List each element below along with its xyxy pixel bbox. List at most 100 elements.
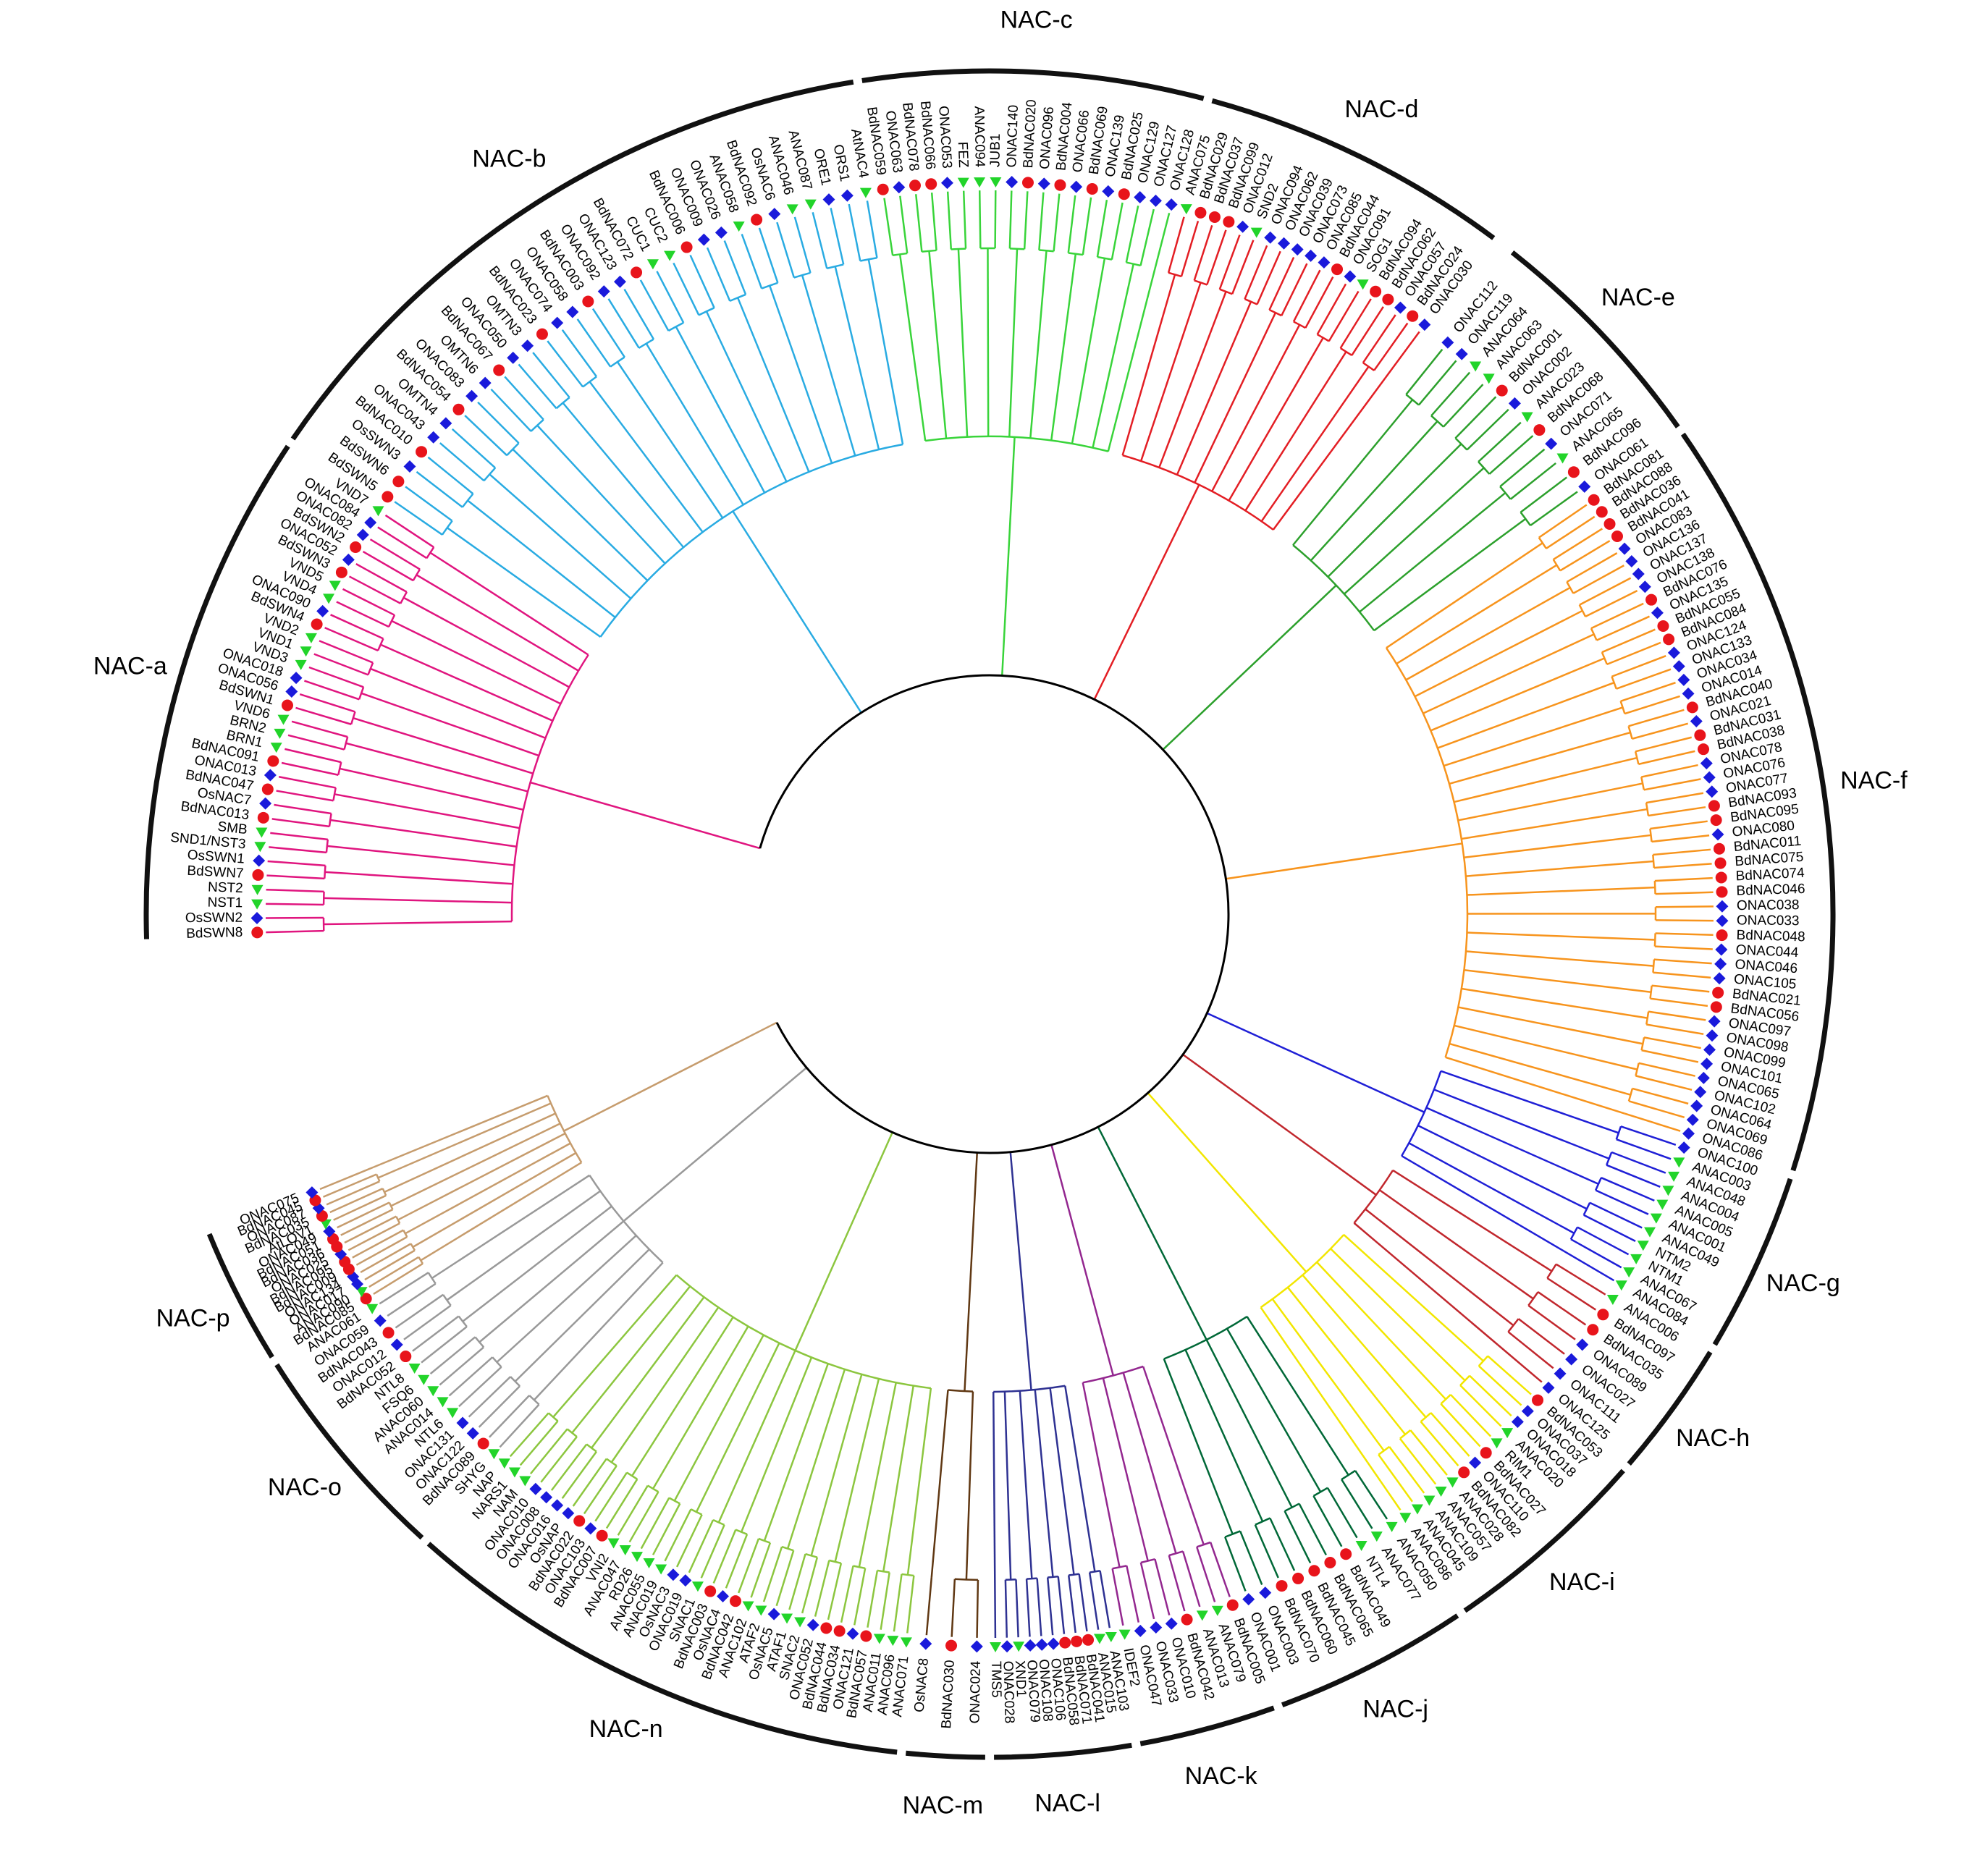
branch xyxy=(1552,528,1603,561)
marker-diamond xyxy=(1576,1338,1589,1351)
branch xyxy=(1196,1541,1211,1548)
branch xyxy=(1461,808,1648,840)
branch xyxy=(848,203,861,261)
branch xyxy=(266,929,324,934)
clade-arc xyxy=(1510,250,1680,428)
branch xyxy=(775,1550,795,1607)
branch xyxy=(1507,1318,1520,1332)
branch xyxy=(1616,1138,1672,1160)
leaf-label: ONAC140 xyxy=(1004,105,1021,168)
marker-circle xyxy=(360,1293,372,1305)
branch xyxy=(1269,1517,1296,1571)
clade-label: NAC-b xyxy=(472,145,546,172)
branch xyxy=(1015,1579,1019,1638)
branch xyxy=(555,397,570,410)
clade: ANAC050ANAC077NTL4BdNAC049BdNAC065BdNAC0… xyxy=(1097,1126,1459,1723)
branch xyxy=(827,1563,843,1621)
branch xyxy=(1003,1391,1012,1580)
marker-diamond xyxy=(1344,270,1357,283)
branch xyxy=(1601,628,1656,654)
branch xyxy=(1343,1234,1484,1362)
branch xyxy=(840,1566,854,1623)
branch xyxy=(1231,240,1255,295)
branch xyxy=(1093,484,1200,700)
branch xyxy=(1281,263,1308,316)
branch xyxy=(1078,1573,1088,1632)
branch xyxy=(1527,1304,1576,1340)
branch xyxy=(1572,565,1624,594)
marker-triangle xyxy=(1501,1428,1514,1439)
branch xyxy=(1049,1387,1075,1575)
branch xyxy=(1310,421,1438,562)
clade-arc xyxy=(206,1233,274,1359)
branch xyxy=(295,706,352,725)
leaf-label: ANAC094 xyxy=(972,106,987,167)
marker-diamond xyxy=(667,1568,680,1581)
marker-triangle xyxy=(1650,1213,1662,1224)
marker-diamond xyxy=(1716,900,1729,913)
branch xyxy=(426,546,435,559)
marker-triangle xyxy=(519,1476,531,1487)
marker-circle xyxy=(400,1351,412,1363)
branch xyxy=(274,803,332,815)
branch xyxy=(729,293,746,302)
branch xyxy=(922,249,937,253)
branch xyxy=(330,614,384,640)
clade-label: NAC-h xyxy=(1676,1424,1750,1452)
branch xyxy=(510,1376,520,1387)
branch xyxy=(1405,586,1571,681)
marker-diamond xyxy=(940,177,953,190)
branch xyxy=(1654,876,1713,882)
marker-diamond xyxy=(1102,185,1115,198)
branch xyxy=(1454,396,1497,439)
marker-circle xyxy=(1082,1634,1095,1646)
branch xyxy=(723,240,747,295)
marker-circle xyxy=(1713,842,1725,855)
marker-triangle xyxy=(957,177,969,188)
branch xyxy=(964,1152,978,1392)
branch xyxy=(750,1542,772,1598)
branch xyxy=(1025,1579,1031,1637)
branch xyxy=(1401,1154,1565,1252)
branch xyxy=(594,1471,628,1522)
marker-circle xyxy=(392,476,405,488)
marker-circle xyxy=(1686,701,1698,714)
branch xyxy=(1650,820,1708,830)
marker-triangle xyxy=(1118,1629,1131,1640)
branch xyxy=(951,248,966,250)
branch xyxy=(1595,1177,1603,1191)
branch xyxy=(379,1272,429,1305)
branch xyxy=(1635,736,1693,753)
marker-circle xyxy=(1292,1572,1305,1584)
branch xyxy=(387,1283,437,1317)
leaf-label: ONAC033 xyxy=(1737,913,1800,929)
branch xyxy=(712,1529,737,1584)
branch xyxy=(270,832,328,841)
branch xyxy=(324,897,513,904)
branch xyxy=(536,424,666,565)
branch xyxy=(736,297,810,473)
branch xyxy=(1067,195,1076,253)
marker-diamond xyxy=(1651,607,1664,620)
branch xyxy=(1362,362,1375,371)
marker-triangle xyxy=(1491,1438,1503,1449)
branch xyxy=(1193,224,1213,281)
marker-triangle xyxy=(887,1636,899,1647)
clade: ONAC100ANAC003ANAC048ANAC004ANAC005ANAC0… xyxy=(1206,1012,1840,1346)
branch xyxy=(550,1443,588,1491)
branch xyxy=(1260,366,1370,522)
marker-triangle xyxy=(990,177,1002,188)
marker-diamond xyxy=(1242,1593,1255,1606)
branch xyxy=(342,588,395,616)
branch xyxy=(483,467,497,481)
branch xyxy=(1271,1298,1385,1452)
marker-diamond xyxy=(1291,243,1304,256)
marker-diamond xyxy=(403,460,416,473)
branch xyxy=(291,720,348,738)
branch xyxy=(810,1374,863,1556)
branch xyxy=(271,818,330,828)
leaf-label: BdNAC046 xyxy=(1736,882,1805,899)
branch xyxy=(319,1166,374,1191)
branch xyxy=(1655,932,1714,937)
marker-triangle xyxy=(256,827,268,838)
